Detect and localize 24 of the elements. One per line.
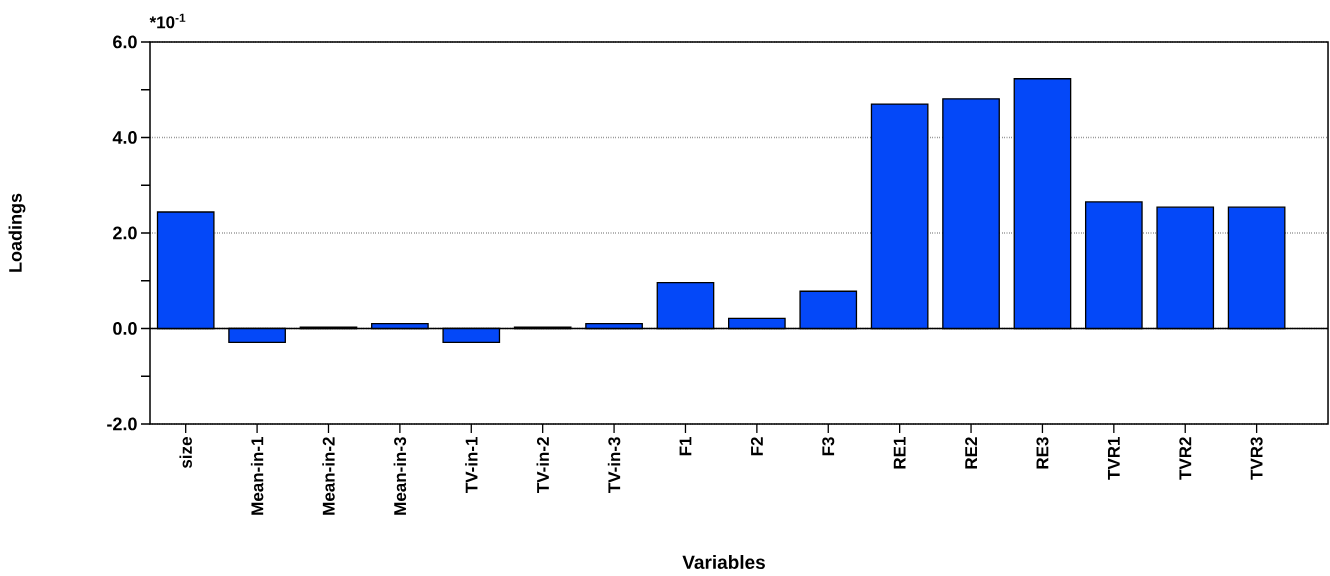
- x-axis-title: Variables: [682, 555, 765, 569]
- x-tick-label: F3: [822, 437, 835, 456]
- text: *10$^{-1}$: [149, 13, 186, 29]
- y-tick-label: 6.0: [113, 35, 137, 49]
- y-axis-title: Loadings: [8, 193, 26, 272]
- x-tick-label: TVR3: [1250, 437, 1263, 480]
- x-tick-label: TVR2: [1179, 437, 1192, 480]
- x-tick-label: TV-in-1: [465, 436, 478, 494]
- x-tick-label: F1: [679, 437, 692, 456]
- y-tick-label: -2.0: [107, 417, 137, 431]
- y-tick-label: 4.0: [112, 131, 137, 144]
- y-tick-label: 2.0: [113, 226, 137, 240]
- x-tick-label: Mean-in-1: [250, 437, 264, 515]
- x-tick-label: F2: [750, 437, 763, 456]
- x-tick-label: RE1: [893, 437, 906, 469]
- x-tick-label: RE2: [965, 437, 977, 469]
- x-tick-label: TV-in-2: [536, 437, 549, 494]
- x-tick-label: Mean-in-2: [322, 437, 335, 515]
- x-tick-label: Mean-in-3: [393, 437, 407, 515]
- x-tick-label: RE3: [1036, 437, 1049, 469]
- x-tick-label: TVR1: [1107, 437, 1120, 480]
- x-tick-label: size: [179, 437, 192, 469]
- y-tick-label: 0.0: [113, 322, 137, 335]
- x-tick-label: TV-in-3: [607, 437, 621, 494]
